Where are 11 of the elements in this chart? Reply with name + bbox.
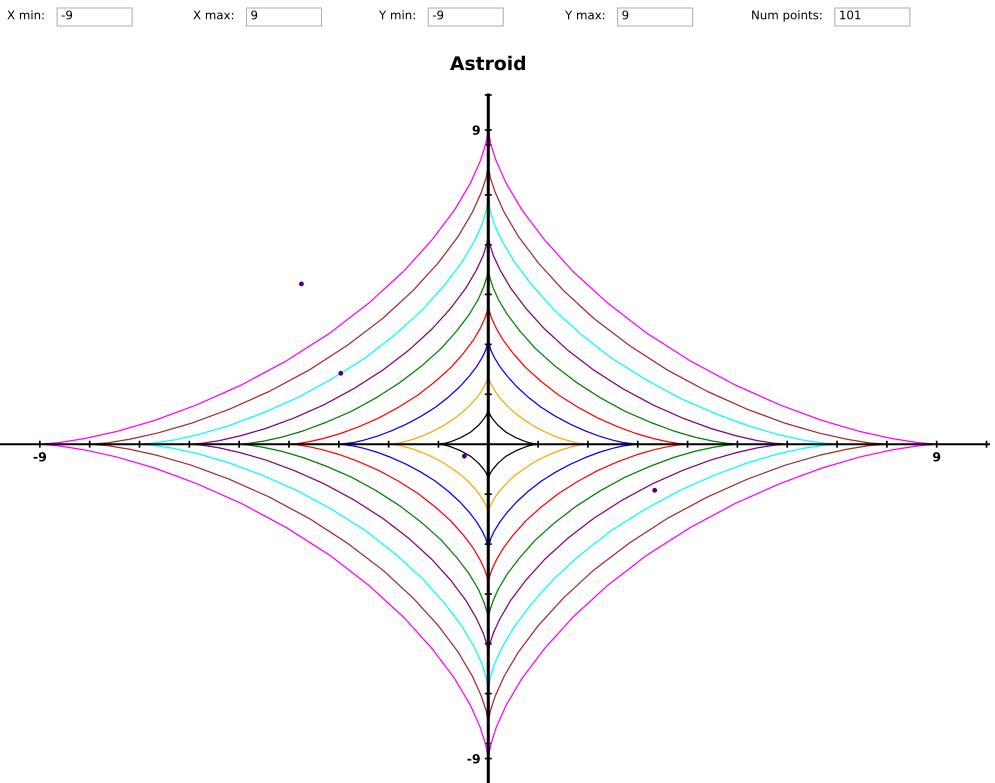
text: Num points: xyxy=(752,10,822,22)
text: Y min: xyxy=(378,10,415,20)
text: 9 xyxy=(622,10,628,20)
text: -9 xyxy=(432,10,444,20)
text: X min: xyxy=(7,10,44,20)
text: -9 xyxy=(62,10,72,20)
text: 9 xyxy=(251,10,258,20)
text: Y max: xyxy=(564,10,604,20)
text: X max: xyxy=(193,10,234,20)
chart-title: Astroid xyxy=(450,56,526,70)
text: 101 xyxy=(840,10,860,20)
